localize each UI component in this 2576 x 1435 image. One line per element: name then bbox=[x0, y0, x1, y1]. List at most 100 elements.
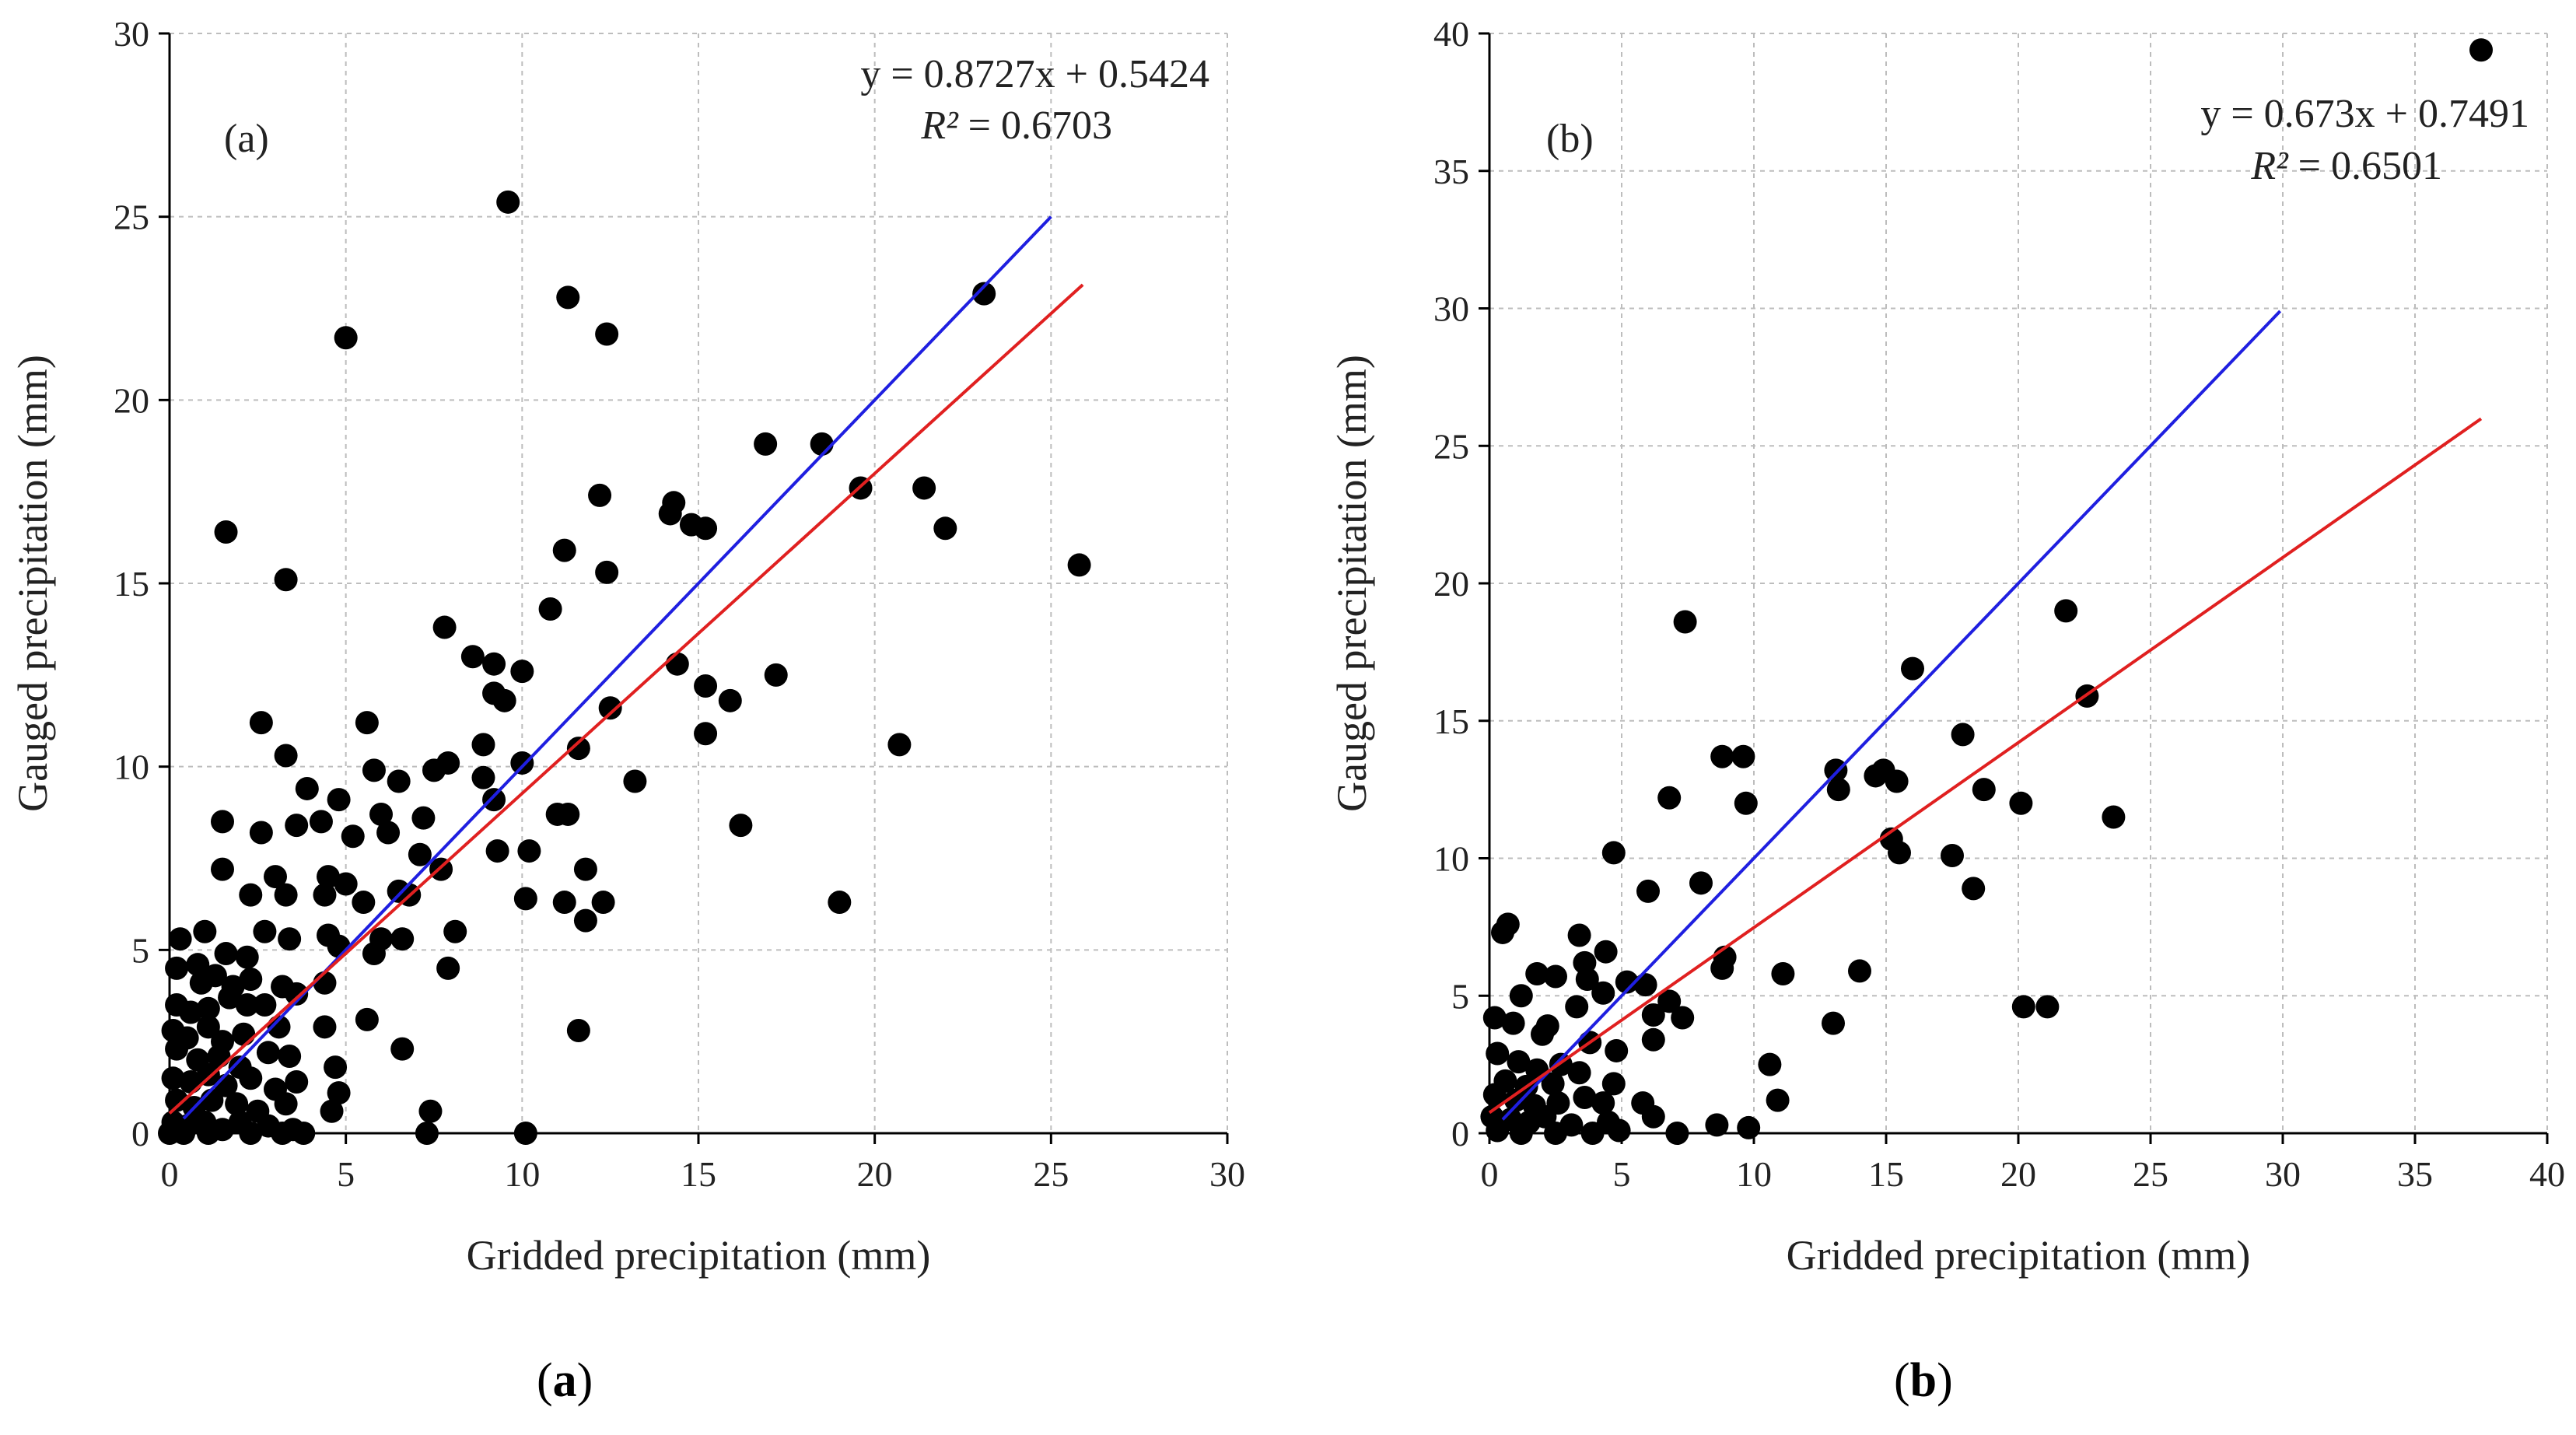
y-tick-label: 25 bbox=[1433, 426, 1469, 466]
data-point bbox=[355, 1007, 379, 1031]
y-tick-label: 35 bbox=[1433, 152, 1469, 191]
data-point bbox=[471, 733, 495, 757]
y-axis-title: Gauged precipitation (mm) bbox=[1328, 355, 1375, 812]
data-point bbox=[1067, 553, 1091, 577]
data-point bbox=[285, 1070, 309, 1094]
r-squared-text: R² = 0.6703 bbox=[920, 103, 1112, 148]
data-point bbox=[295, 776, 319, 800]
data-point bbox=[658, 502, 682, 526]
data-point bbox=[1705, 1113, 1729, 1137]
data-point bbox=[285, 982, 309, 1006]
one-to-one-line bbox=[1501, 310, 2282, 1121]
regression-line bbox=[1488, 417, 2483, 1115]
data-point bbox=[369, 802, 393, 826]
data-point bbox=[165, 1037, 189, 1061]
y-tick-label: 25 bbox=[114, 198, 149, 237]
data-point bbox=[274, 1092, 298, 1116]
x-tick-label: 15 bbox=[1868, 1154, 1904, 1194]
data-point bbox=[1888, 841, 1911, 865]
data-point bbox=[460, 645, 485, 669]
data-point bbox=[1972, 778, 1996, 802]
x-tick-label: 0 bbox=[1481, 1154, 1499, 1194]
chart-panel-b: 0 5 10 15 20 25 30 35 40 0 5 10 15 20 25 30 35 40 Gridded … bbox=[1328, 14, 2565, 1279]
regression-equation: y = 0.8727x + 0.5424 bbox=[860, 52, 1209, 96]
data-point bbox=[285, 814, 309, 838]
y-tick-label: 5 bbox=[131, 930, 149, 970]
x-tick-label: 5 bbox=[1613, 1154, 1631, 1194]
regression-line bbox=[168, 283, 1084, 1115]
y-tick-label: 10 bbox=[114, 747, 149, 787]
data-point bbox=[313, 1015, 337, 1039]
data-point bbox=[214, 520, 238, 544]
data-point bbox=[1615, 970, 1639, 994]
data-point bbox=[196, 996, 220, 1020]
data-point bbox=[256, 1041, 280, 1065]
data-point bbox=[1541, 1072, 1565, 1096]
data-point bbox=[1591, 1091, 1615, 1115]
data-point bbox=[264, 865, 287, 889]
data-point bbox=[1657, 989, 1682, 1013]
panel-label: (a) bbox=[224, 117, 269, 161]
data-point bbox=[566, 1019, 590, 1043]
data-point bbox=[341, 824, 365, 849]
x-tick-label: 10 bbox=[1736, 1154, 1772, 1194]
data-point bbox=[327, 1081, 351, 1105]
data-point bbox=[239, 968, 263, 992]
data-point bbox=[2102, 805, 2126, 829]
data-point bbox=[200, 1088, 224, 1112]
data-point bbox=[218, 985, 242, 1010]
data-point bbox=[1601, 1072, 1626, 1096]
r-squared-value: = 0.6501 bbox=[2288, 144, 2442, 188]
data-point bbox=[754, 432, 778, 456]
data-point bbox=[1657, 786, 1682, 810]
data-point bbox=[390, 927, 415, 951]
data-point bbox=[1594, 940, 1618, 964]
data-point bbox=[1491, 920, 1514, 944]
data-point bbox=[1758, 1052, 1782, 1076]
data-point bbox=[595, 322, 619, 346]
data-point bbox=[334, 326, 358, 350]
data-point bbox=[496, 190, 520, 214]
data-point bbox=[694, 722, 718, 746]
data-point bbox=[249, 711, 273, 735]
r-squared-label: R² bbox=[2250, 144, 2289, 188]
y-tick-label: 20 bbox=[114, 380, 149, 420]
data-point bbox=[274, 883, 298, 907]
data-point bbox=[352, 891, 376, 915]
data-point bbox=[482, 788, 506, 812]
data-point bbox=[235, 945, 259, 969]
data-point bbox=[239, 1122, 263, 1145]
data-point bbox=[196, 1062, 220, 1087]
data-point bbox=[327, 788, 351, 812]
r-squared-text: R² = 0.6501 bbox=[2250, 144, 2442, 188]
data-point bbox=[588, 483, 612, 507]
data-point bbox=[165, 1088, 189, 1112]
panel-caption-b: (b) bbox=[1894, 1354, 1953, 1407]
x-tick-label: 40 bbox=[2529, 1154, 2565, 1194]
data-point bbox=[566, 737, 590, 761]
data-point bbox=[1533, 1104, 1557, 1129]
data-point bbox=[408, 842, 432, 866]
data-point bbox=[1544, 964, 1567, 989]
data-point bbox=[1737, 1115, 1761, 1139]
data-point bbox=[1673, 610, 1697, 634]
data-point bbox=[538, 597, 562, 621]
data-point bbox=[1567, 1061, 1591, 1085]
data-point bbox=[317, 865, 340, 889]
y-tick-label: 0 bbox=[1451, 1114, 1469, 1153]
data-point bbox=[517, 839, 541, 863]
data-point bbox=[1822, 1011, 1845, 1035]
y-tick-label: 30 bbox=[114, 14, 149, 54]
data-point bbox=[1824, 758, 1848, 782]
data-point bbox=[355, 711, 379, 735]
data-point bbox=[1734, 791, 1758, 815]
data-point bbox=[1507, 1050, 1531, 1074]
x-tick-label: 30 bbox=[1209, 1154, 1245, 1194]
data-point bbox=[471, 765, 495, 789]
data-point bbox=[1962, 877, 1986, 901]
x-tick-label: 35 bbox=[2397, 1154, 2433, 1194]
data-point bbox=[1633, 973, 1657, 997]
data-point bbox=[362, 942, 386, 966]
data-point bbox=[510, 660, 534, 684]
data-point bbox=[552, 538, 576, 562]
